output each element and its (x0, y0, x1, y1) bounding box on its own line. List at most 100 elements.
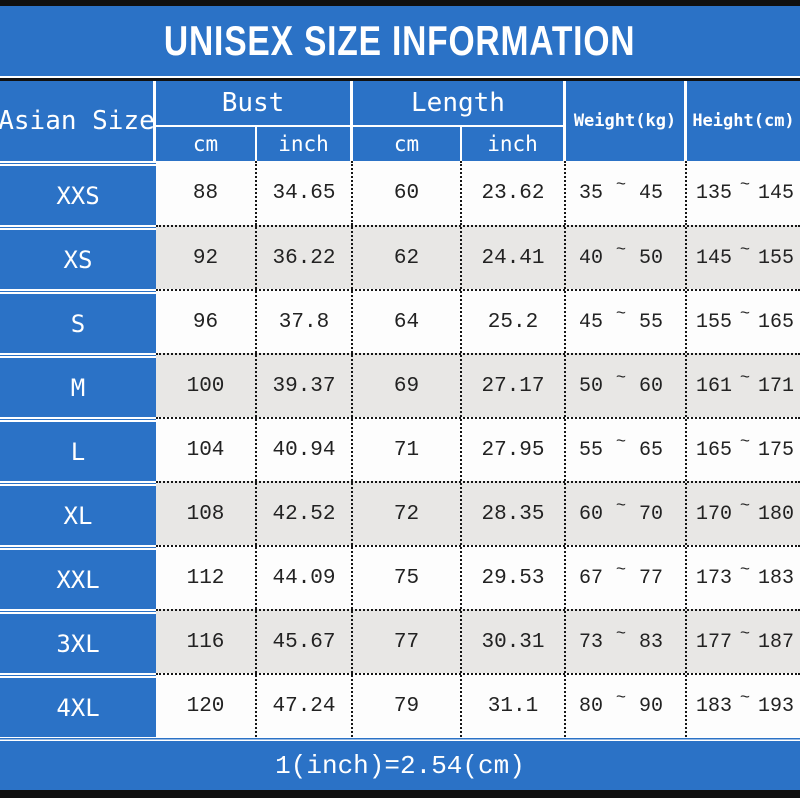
height-range: 145 ~155 (687, 227, 800, 289)
height-min: 183 (696, 694, 733, 718)
tilde-glyph: ~ (615, 368, 627, 388)
title-banner: UNISEX SIZE INFORMATION (0, 6, 800, 76)
height-min: 161 (696, 374, 733, 398)
table-header: Bust Length Weight(kg) Height(cm) cm inc… (156, 81, 800, 161)
height-min: 135 (696, 181, 733, 205)
weight-max: 60 (638, 374, 663, 398)
bust-cm-value: 116 (156, 611, 257, 673)
bust-cm-value: 108 (156, 483, 257, 545)
weight-max: 65 (638, 438, 663, 462)
height-range: 135 ~145 (687, 161, 800, 225)
bust-cm-value: 120 (156, 675, 257, 737)
size-table: Asian Size XXS XS S M L XL XXL 3XL 4XL B… (0, 81, 800, 737)
bust-inch-value: 40.94 (257, 419, 353, 481)
table-row-xxl: 112 44.09 75 29.53 67 ~77 173 ~183 (156, 545, 800, 609)
subheader-bust-inch: inch (257, 127, 353, 161)
bottom-border (0, 790, 800, 798)
weight-range: 45 ~55 (566, 291, 687, 353)
length-cm-value: 64 (353, 291, 462, 353)
tilde-glyph: ~ (739, 368, 751, 388)
size-label-l: L (0, 417, 156, 481)
tilde-glyph: ~ (739, 304, 751, 324)
tilde-glyph: ~ (739, 175, 751, 195)
tilde-glyph: ~ (739, 688, 751, 708)
length-cm-value: 69 (353, 355, 462, 417)
size-column: Asian Size XXS XS S M L XL XXL 3XL 4XL (0, 81, 156, 737)
weight-min: 60 (579, 502, 604, 526)
table-row-4xl: 120 47.24 79 31.1 80 ~90 183 ~193 (156, 673, 800, 737)
tilde-glyph: ~ (739, 240, 751, 260)
data-columns: Bust Length Weight(kg) Height(cm) cm inc… (156, 81, 800, 737)
weight-max: 70 (638, 502, 663, 526)
length-inch-value: 31.1 (462, 675, 566, 737)
bust-inch-value: 36.22 (257, 227, 353, 289)
height-min: 145 (696, 246, 733, 270)
bust-inch-value: 34.65 (257, 161, 353, 225)
length-inch-value: 27.17 (462, 355, 566, 417)
tilde-glyph: ~ (615, 240, 627, 260)
length-cm-value: 79 (353, 675, 462, 737)
length-cm-value: 75 (353, 547, 462, 609)
page-title: UNISEX SIZE INFORMATION (164, 17, 636, 64)
banner-divider-white (0, 76, 800, 78)
size-label-s: S (0, 289, 156, 353)
tilde-glyph: ~ (739, 624, 751, 644)
tilde-glyph: ~ (739, 432, 751, 452)
bust-cm-value: 88 (156, 161, 257, 225)
tilde-glyph: ~ (615, 432, 627, 452)
height-min: 155 (696, 310, 733, 334)
bust-inch-value: 45.67 (257, 611, 353, 673)
table-row-xxs: 88 34.65 60 23.62 35 ~45 135 ~145 (156, 161, 800, 225)
height-max: 180 (757, 502, 794, 526)
bust-inch-value: 47.24 (257, 675, 353, 737)
size-label-xl: XL (0, 481, 156, 545)
tilde-glyph: ~ (615, 624, 627, 644)
weight-max: 90 (638, 694, 663, 718)
size-label-xxs: XXS (0, 161, 156, 225)
weight-range: 50 ~60 (566, 355, 687, 417)
weight-range: 73 ~83 (566, 611, 687, 673)
weight-min: 55 (579, 438, 604, 462)
weight-max: 55 (638, 310, 663, 334)
length-inch-value: 24.41 (462, 227, 566, 289)
size-label-m: M (0, 353, 156, 417)
conversion-footer: 1(inch)=2.54(cm) (0, 741, 800, 790)
bust-cm-value: 96 (156, 291, 257, 353)
size-label-xs: XS (0, 225, 156, 289)
weight-range: 55 ~65 (566, 419, 687, 481)
height-max: 171 (757, 374, 794, 398)
table-row-xs: 92 36.22 62 24.41 40 ~50 145 ~155 (156, 225, 800, 289)
height-range: 165 ~175 (687, 419, 800, 481)
banner-divider-black (0, 78, 800, 81)
weight-max: 77 (638, 566, 663, 590)
weight-range: 40 ~50 (566, 227, 687, 289)
table-row-3xl: 116 45.67 77 30.31 73 ~83 177 ~187 (156, 609, 800, 673)
weight-min: 35 (579, 181, 604, 205)
weight-min: 40 (579, 246, 604, 270)
weight-range: 67 ~77 (566, 547, 687, 609)
footer-divider (0, 737, 800, 741)
length-inch-value: 30.31 (462, 611, 566, 673)
bust-inch-value: 39.37 (257, 355, 353, 417)
table-row-m: 100 39.37 69 27.17 50 ~60 161 ~171 (156, 353, 800, 417)
weight-min: 67 (579, 566, 604, 590)
height-max: 145 (757, 181, 794, 205)
length-inch-value: 23.62 (462, 161, 566, 225)
weight-max: 83 (638, 630, 663, 654)
bust-inch-value: 37.8 (257, 291, 353, 353)
height-min: 177 (696, 630, 733, 654)
height-min: 170 (696, 502, 733, 526)
height-range: 183 ~193 (687, 675, 800, 737)
subheader-length-inch: inch (462, 127, 566, 161)
weight-range: 80 ~90 (566, 675, 687, 737)
bust-cm-value: 112 (156, 547, 257, 609)
subheader-bust-cm: cm (156, 127, 257, 161)
row-header-asian-size: Asian Size (0, 81, 156, 161)
height-max: 155 (757, 246, 794, 270)
weight-range: 35 ~45 (566, 161, 687, 225)
height-max: 183 (757, 566, 794, 590)
height-min: 173 (696, 566, 733, 590)
table-row-s: 96 37.8 64 25.2 45 ~55 155 ~165 (156, 289, 800, 353)
length-inch-value: 25.2 (462, 291, 566, 353)
